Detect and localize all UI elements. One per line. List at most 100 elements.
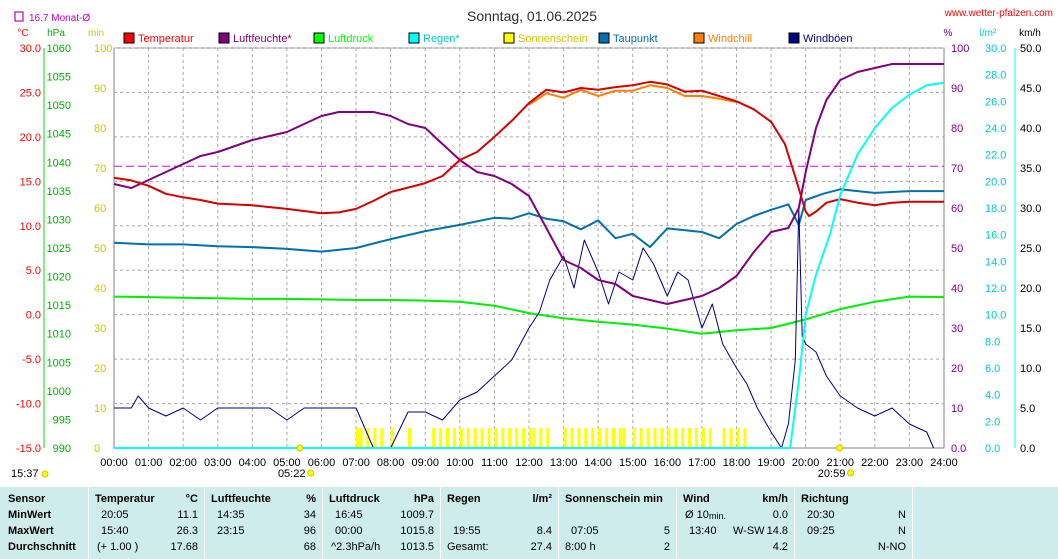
stats-table: Sensor MinWert MaxWert Durchschnitt Temp… [0, 487, 1058, 559]
rain-axis-tick: 16.0 [985, 230, 1006, 242]
sunshine-bar [605, 428, 609, 448]
sunshine-bar [359, 428, 363, 448]
rain-axis-tick: 22.0 [985, 150, 1006, 162]
x-tick-label: 20:00 [792, 457, 820, 469]
sunshine-axis-unit: min [88, 28, 104, 39]
stats-col-empty [913, 487, 1058, 559]
sunshine-bar [708, 428, 712, 448]
temp-axis-tick: 20.0 [20, 132, 41, 144]
sunshine-bar [452, 428, 456, 448]
temp-axis-tick: 10.0 [20, 221, 41, 233]
hum-max-time: 23:15 [217, 525, 245, 537]
site-link[interactable]: www.wetter-pfalzen.com [944, 8, 1053, 19]
temp-axis-tick: 25.0 [20, 87, 41, 99]
wind-min-value: 0.0 [772, 509, 788, 521]
rain-axis-tick: 0.0 [985, 443, 1000, 455]
temp-min-value: 11.1 [177, 509, 198, 521]
series-line-temperatur [113, 80, 944, 217]
x-tick-label: 15:00 [619, 457, 647, 469]
stats-header-rain: Regen [447, 493, 481, 505]
press-avg-value: 1013.5 [400, 541, 434, 553]
sunrise-time: 05:22 [278, 468, 306, 480]
sunshine-bar [439, 428, 443, 448]
wind-axis-tick: 0.0 [1020, 443, 1035, 455]
sunshine-bar [480, 428, 484, 448]
sun-markers: 05:22 20:59 15:37 [11, 444, 855, 480]
sunshine-bar [632, 428, 636, 448]
wind-axis-tick: 10.0 [1020, 363, 1041, 375]
chart-title: Sonntag, 01.06.2025 [467, 8, 597, 24]
humidity-axis-tick: 40 [951, 283, 963, 295]
wind-axis-tick: 30.0 [1020, 203, 1041, 215]
stats-unit-rain: l/m² [532, 493, 552, 505]
sunshine-bar [591, 428, 595, 448]
temp-axis-tick: 15.0 [20, 176, 41, 188]
pressure-axis-tick: 1025 [47, 243, 71, 255]
pressure-axis-tick: 995 [53, 414, 71, 426]
stats-col-pressure: Luftdruck hPa 16:45 1009.7 00:00 1015.8 … [323, 487, 441, 559]
humidity-axis-tick: 90 [951, 83, 963, 95]
pressure-axis-unit: hPa [47, 28, 65, 39]
sunshine-bar [722, 428, 726, 448]
pressure-axis-tick: 1035 [47, 186, 71, 198]
stats-header-sensor: Sensor [8, 493, 46, 505]
pressure-axis-tick: 1040 [47, 157, 71, 169]
weather-chart: 30.0 25.0 20.0 15.0 10.0 5.0 0.0 -5.0 -10.0 -15.0… [11, 8, 1053, 480]
rain-axis-tick: 10.0 [985, 310, 1006, 322]
x-tick-label: 19:00 [757, 457, 785, 469]
sunshine-axis-tick: 50 [94, 243, 106, 255]
temp-avg-note: (+ 1.00 ) [97, 541, 139, 553]
stats-col-sensor: Sensor MinWert MaxWert Durchschnitt [0, 487, 89, 559]
pressure-axis-tick: 1055 [47, 72, 71, 84]
stats-header-direction: Richtung [801, 493, 849, 505]
temp-axis-tick: 5.0 [26, 265, 41, 277]
hum-min-value: 34 [303, 509, 316, 521]
stats-row-label: MaxWert [8, 525, 54, 537]
sunshine-bar [736, 428, 740, 448]
series-line-windböen [114, 207, 935, 449]
x-tick-label: 12:00 [515, 457, 543, 469]
stats-unit-wind: km/h [762, 493, 788, 505]
pressure-axis-tick: 1020 [47, 272, 71, 284]
axes-layer: 30.0 25.0 20.0 15.0 10.0 5.0 0.0 -5.0 -10.0 -15.0… [16, 28, 1042, 469]
sunshine-bar [653, 428, 657, 448]
x-tick-label: 01:00 [135, 457, 163, 469]
legend-swatch [123, 32, 135, 44]
sunshine-bar [529, 428, 532, 448]
dir-max-time: 09:25 [807, 525, 835, 537]
sunrise-icon [296, 444, 304, 452]
x-tick-label: 05:00 [273, 457, 301, 469]
pressure-axis-tick: 1005 [47, 357, 71, 369]
wind-axis-tick: 5.0 [1020, 403, 1035, 415]
bottom-left-time: 15:37 [11, 468, 39, 480]
sunshine-bar [459, 428, 463, 448]
sunshine-axis-tick: 60 [94, 203, 106, 215]
rain-total-value: 27.4 [530, 541, 552, 553]
stats-row-label: Durchschnitt [8, 541, 76, 553]
temp-min-time: 20:05 [101, 509, 129, 521]
stats-header-pressure: Luftdruck [329, 493, 380, 505]
dir-min-time: 20:30 [807, 509, 835, 521]
sunset-glyph [847, 469, 855, 477]
rain-axis-tick: 4.0 [985, 390, 1000, 402]
press-max-value: 1015.8 [400, 525, 434, 537]
series-line-windchill [528, 84, 737, 106]
stats-col-temperature: Temperatur °C 20:05 11.1 15:40 26.3 (+ 1… [89, 487, 205, 559]
sunshine-bar [539, 428, 543, 448]
sunset-icon [836, 444, 844, 452]
sunshine-bars [356, 428, 747, 448]
sunshine-bar [584, 428, 588, 448]
rain-axis-tick: 14.0 [985, 256, 1006, 268]
dir-min-value: N [898, 509, 906, 521]
sunshine-bar [667, 428, 671, 448]
rain-axis-tick: 24.0 [985, 123, 1006, 135]
humidity-axis-tick: 10 [951, 403, 963, 415]
wind-avg-value: 4.2 [772, 541, 788, 553]
sunshine-bar [487, 428, 491, 448]
temp-axis-tick: -5.0 [22, 354, 41, 366]
sunshine-bar [373, 428, 377, 448]
sunshine-axis-tick: 20 [94, 363, 106, 375]
stats-header-sunshine: Sonnenschein min [565, 493, 663, 505]
sunshine-bar [501, 428, 505, 448]
sunshine-bar [390, 428, 394, 448]
